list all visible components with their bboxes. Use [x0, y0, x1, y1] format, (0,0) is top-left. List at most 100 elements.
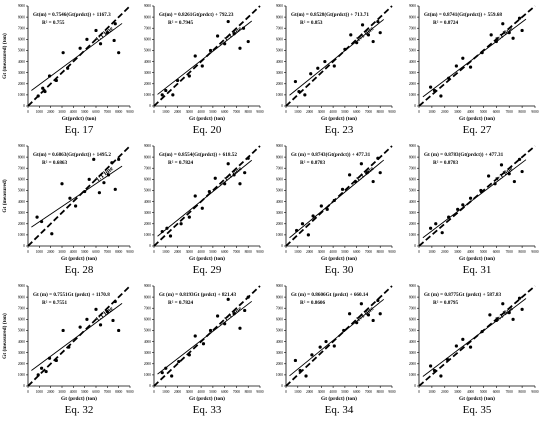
y-tick-label: 3000: [276, 211, 283, 215]
data-point: [432, 88, 437, 93]
x-tick-label: 3000: [454, 110, 461, 114]
data-point: [293, 79, 298, 84]
data-point: [36, 373, 40, 377]
y-tick-label: 4000: [144, 200, 151, 204]
data-point: [507, 172, 511, 176]
x-tick-label: 9000: [126, 390, 133, 394]
data-point: [520, 169, 524, 174]
data-point: [223, 42, 227, 46]
data-point: [325, 207, 329, 211]
data-point: [246, 39, 250, 44]
y-tick-label: 1000: [18, 93, 25, 97]
data-point: [332, 344, 336, 348]
y-tick-label: 0: [414, 244, 416, 248]
caption: Eq. 33: [193, 404, 222, 416]
x-tick-label: 5000: [81, 250, 88, 254]
data-point: [193, 334, 197, 338]
y-tick-label: 3000: [409, 351, 416, 355]
y-tick-label: 0: [149, 384, 151, 388]
data-point: [238, 46, 242, 50]
y-tick-label: 7000: [276, 26, 283, 30]
data-point: [168, 234, 173, 238]
y-tick-label: 9000: [276, 4, 283, 8]
y-tick-label: 8000: [409, 15, 416, 19]
y-tick-label: 4000: [144, 340, 151, 344]
data-point: [295, 228, 299, 233]
x-axis-title: Gt (prdct) (ton): [189, 255, 225, 262]
x-tick-label: 4000: [330, 110, 337, 114]
y-tick-label: 7000: [276, 166, 283, 170]
data-point: [311, 214, 315, 218]
equation-label: Gt (m) = 0.8743(Gt(prdct)) + 477.31: [291, 151, 371, 158]
data-point: [246, 295, 250, 299]
x-tick-label: 2000: [306, 110, 313, 114]
x-tick-label: 7000: [365, 250, 372, 254]
y-tick-label: 9000: [144, 4, 151, 8]
x-tick-label: 4000: [467, 390, 474, 394]
data-point: [494, 318, 498, 323]
data-point: [342, 328, 346, 333]
data-point: [316, 66, 320, 70]
data-point: [439, 94, 443, 98]
y-tick-label: 9000: [18, 284, 25, 288]
y-tick-label: 4000: [409, 340, 416, 344]
scatter-chart: 0 1000 2000 3000 4000 5000 6000 7000 8000 9000 0 10…: [144, 144, 264, 276]
data-point: [85, 317, 89, 321]
data-point: [355, 321, 359, 325]
y-tick-label: 7000: [409, 166, 416, 170]
data-point: [177, 359, 181, 364]
x-tick-label: 3000: [58, 250, 65, 254]
x-tick-label: 6000: [221, 390, 228, 394]
y-axis-title: Gt (measured) (ton): [1, 313, 8, 359]
y-tick-label: 8000: [18, 15, 25, 19]
scatter-chart: 0 1000 2000 3000 4000 5000 6000 7000 8000 9000 0 10…: [1, 144, 134, 276]
data-point: [349, 33, 353, 37]
data-point: [501, 302, 505, 306]
y-tick-label: 9000: [276, 144, 283, 148]
scatter-chart: 0 1000 2000 3000 4000 5000 6000 7000 8000 9000 0 10…: [409, 284, 539, 416]
y-tick-label: 1000: [409, 373, 416, 377]
equation-label: Gt(m) = 0.8261Gt(prdct) + 792.23: [159, 11, 234, 18]
data-point: [61, 51, 65, 55]
y-tick-label: 7000: [409, 306, 416, 310]
y-tick-label: 8000: [276, 15, 283, 19]
x-tick-label: 1000: [162, 250, 169, 254]
data-point: [83, 189, 87, 194]
x-tick-label: 2000: [306, 390, 313, 394]
data-point: [41, 86, 45, 90]
data-point: [454, 344, 458, 348]
data-point: [461, 56, 465, 60]
fit-line: [422, 18, 527, 98]
y-tick-label: 1000: [144, 93, 151, 97]
x-tick-label: 3000: [186, 110, 193, 114]
data-point: [348, 312, 352, 316]
scatter-chart: 0 1000 2000 3000 4000 5000 6000 7000 8000 9000 0 10…: [1, 4, 134, 136]
data-point: [216, 314, 220, 318]
data-point: [499, 163, 504, 167]
x-tick-label: 1000: [162, 110, 169, 114]
x-tick-label: 0: [418, 250, 420, 254]
x-tick-label: 9000: [531, 250, 538, 254]
y-tick-label: 5000: [276, 49, 283, 53]
x-tick-label: 3000: [58, 390, 65, 394]
y-tick-label: 0: [23, 244, 25, 248]
equation-label: Gt(m) = 0.8741(Gt(prdct)) + 559.68: [424, 11, 502, 18]
data-point: [332, 64, 336, 68]
data-point: [371, 179, 375, 184]
x-tick-label: 7000: [365, 110, 372, 114]
x-tick-label: 5000: [341, 390, 348, 394]
x-tick-label: 1000: [162, 390, 169, 394]
y-tick-label: 4000: [276, 340, 283, 344]
y-tick-label: 4000: [18, 60, 25, 64]
x-tick-label: 2000: [306, 250, 313, 254]
y-tick-label: 6000: [144, 178, 151, 182]
y-tick-label: 8000: [18, 155, 25, 159]
data-point: [200, 206, 204, 210]
x-axis-title: Gt (prdct) (ton): [61, 395, 97, 402]
data-point: [429, 226, 433, 230]
y-tick-label: 5000: [18, 329, 25, 333]
data-point: [306, 233, 310, 237]
x-axis-title: Gt (prdct) (ton): [61, 255, 97, 262]
y-tick-label: 3000: [144, 211, 151, 215]
data-point: [309, 72, 313, 76]
